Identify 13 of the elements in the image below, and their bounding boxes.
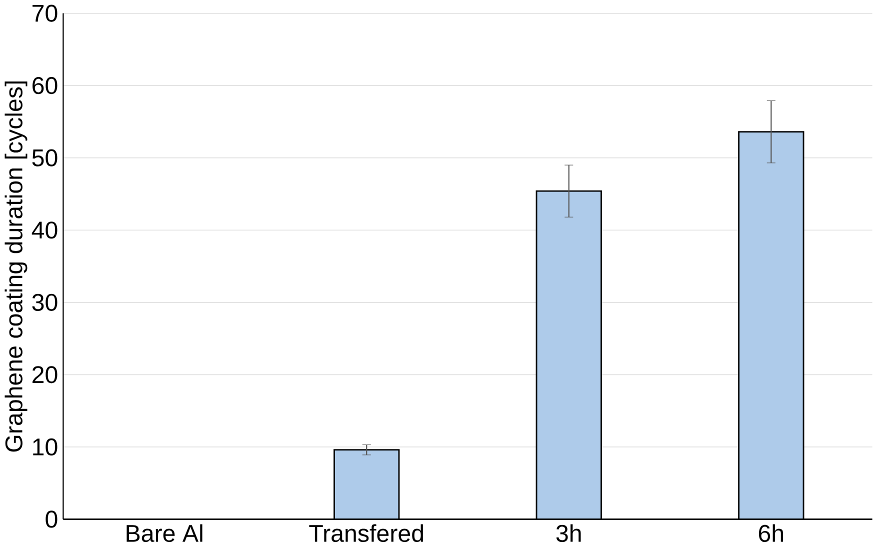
y-tick-label: 50 xyxy=(32,149,58,167)
x-tick-label: Bare Al xyxy=(126,524,202,542)
x-tick-label: 3h xyxy=(556,524,581,542)
y-tick-label: 0 xyxy=(46,510,58,528)
y-tick-label: 20 xyxy=(32,366,58,384)
y-axis-title: Graphene coating duration [cycles] xyxy=(4,82,28,452)
y-tick-label: 70 xyxy=(32,4,58,22)
y-tick-label: 60 xyxy=(32,77,58,94)
x-tick-label: Transfered xyxy=(309,524,423,542)
y-tick-label: 30 xyxy=(32,294,58,312)
x-tick-label: 6h xyxy=(758,524,783,542)
y-tick-label: 40 xyxy=(32,222,58,239)
y-tick-label: 10 xyxy=(33,438,58,456)
